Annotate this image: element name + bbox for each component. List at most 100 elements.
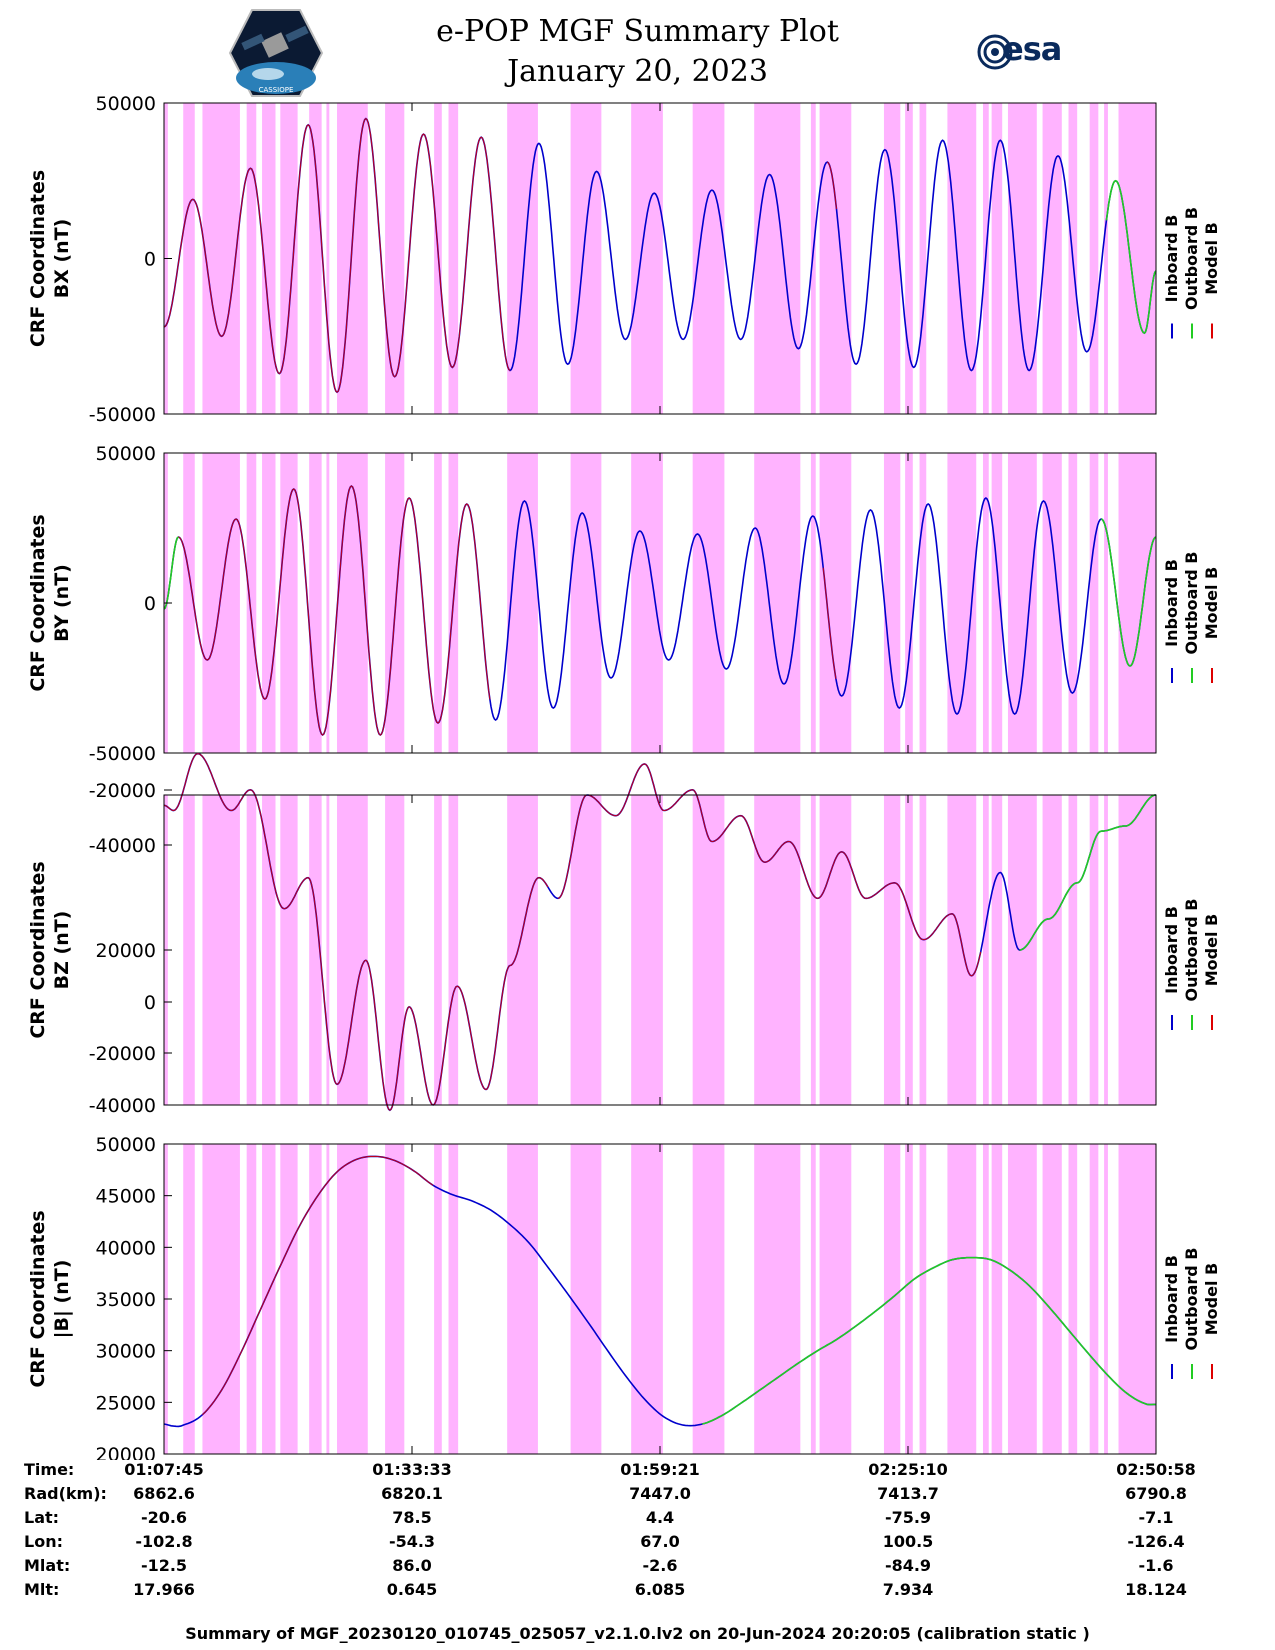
ephemeris-value: 02:50:58 — [1116, 1460, 1196, 1479]
shaded-interval-4-30 — [1104, 1144, 1108, 1454]
shaded-interval-4-6 — [280, 1144, 298, 1454]
footer-caption: Summary of MGF_20230120_010745_025057_v2… — [185, 1624, 1090, 1643]
shaded-interval-2-15 — [631, 453, 663, 753]
y-tick-label-4-4: 35000 — [96, 1289, 156, 1311]
shaded-interval-3-3 — [202, 795, 240, 1105]
shaded-interval-2-21 — [905, 453, 913, 753]
y-axis-unit-label-2: BY (nT) — [51, 564, 73, 642]
shaded-interval-4-9 — [337, 1144, 368, 1454]
shaded-interval-4-25 — [991, 1144, 1003, 1454]
shaded-interval-2-22 — [919, 453, 927, 753]
shaded-interval-2-4 — [246, 453, 257, 753]
ephemeris-value: 6862.6 — [133, 1484, 195, 1503]
legend-label-4-3: Model B — [1202, 1263, 1221, 1335]
shaded-interval-4-5 — [262, 1144, 276, 1454]
shaded-interval-4-26 — [1007, 1144, 1037, 1454]
shaded-interval-2-19 — [819, 453, 852, 753]
ephemeris-row-label: Time: — [24, 1460, 75, 1479]
y-tick-label-2-1: -50000 — [89, 743, 156, 765]
shaded-interval-2-7 — [309, 453, 322, 753]
shaded-interval-3-19 — [819, 795, 852, 1105]
ephemeris-value: -1.6 — [1138, 1556, 1174, 1575]
ephemeris-row: Mlat: -12.5 86.0 -2.6 -84.9 -1.6 — [0, 1556, 1275, 1580]
plot-date: January 20, 2023 — [507, 54, 768, 89]
shaded-interval-4-23 — [947, 1144, 977, 1454]
esa-logo — [977, 34, 1013, 70]
y-axis-unit-label-3: BZ (nT) — [51, 911, 73, 990]
ephemeris-value: -12.5 — [140, 1556, 188, 1575]
shaded-interval-2-18 — [810, 453, 816, 753]
shaded-interval-1-4 — [246, 103, 257, 414]
shaded-interval-2-16 — [692, 453, 725, 753]
shaded-interval-4-21 — [905, 1144, 913, 1454]
legend-label-3-2: Outboard B — [1182, 899, 1201, 1002]
shaded-interval-3-6 — [280, 795, 298, 1105]
ephemeris-value: 67.0 — [640, 1532, 680, 1551]
shaded-interval-4-29 — [1089, 1144, 1099, 1454]
ephemeris-value: 01:07:45 — [124, 1460, 204, 1479]
model-b-series-3-1 — [163, 753, 549, 1111]
shaded-interval-3-15 — [631, 795, 663, 1105]
shaded-interval-2-10 — [385, 453, 405, 753]
shaded-interval-1-13 — [507, 103, 538, 414]
ephemeris-value: 7.934 — [882, 1580, 934, 1599]
y-tick-label-1-1: -50000 — [89, 404, 156, 426]
shaded-interval-1-20 — [883, 103, 901, 414]
shaded-interval-2-25 — [991, 453, 1003, 753]
shaded-interval-2-3 — [202, 453, 240, 753]
legend-label-3-1: Inboard B — [1162, 906, 1181, 994]
shaded-interval-2-28 — [1068, 453, 1078, 753]
shaded-interval-2-11 — [434, 453, 442, 753]
shaded-interval-4-11 — [434, 1144, 442, 1454]
shaded-interval-1-22 — [919, 103, 927, 414]
ephemeris-value: -54.3 — [388, 1532, 436, 1551]
shaded-interval-4-18 — [810, 1144, 816, 1454]
shaded-interval-4-16 — [692, 1144, 725, 1454]
shaded-interval-3-9 — [337, 795, 368, 1105]
shaded-interval-4-31 — [1118, 1144, 1156, 1454]
shaded-interval-1-30 — [1104, 103, 1108, 414]
shaded-interval-1-17 — [754, 103, 801, 414]
shaded-interval-4-2 — [183, 1144, 195, 1454]
ephemeris-value: 4.4 — [645, 1508, 675, 1527]
shaded-interval-2-24 — [982, 453, 989, 753]
ephemeris-value: -126.4 — [1127, 1532, 1185, 1551]
legend-label-1-2: Outboard B — [1182, 207, 1201, 310]
shaded-interval-2-5 — [262, 453, 276, 753]
shaded-interval-1-5 — [262, 103, 276, 414]
legend-label-3-3: Model B — [1202, 914, 1221, 986]
shaded-interval-3-25 — [991, 795, 1003, 1105]
outboard-b-series-1-1 — [1105, 179, 1157, 335]
y-tick-label-4-1: 20000 — [96, 1444, 156, 1460]
shaded-interval-3-5 — [262, 795, 276, 1105]
shaded-interval-1-23 — [947, 103, 977, 414]
shaded-interval-4-13 — [507, 1144, 538, 1454]
y-axis-label-4: CRF Coordinates — [27, 1210, 49, 1387]
shaded-interval-3-30 — [1104, 795, 1108, 1105]
shaded-interval-1-10 — [385, 103, 405, 414]
legend-label-2-3: Model B — [1202, 567, 1221, 639]
shaded-interval-2-27 — [1042, 453, 1062, 753]
model-b-series-3-3 — [894, 882, 982, 977]
shaded-interval-3-7 — [309, 795, 322, 1105]
y-tick-label-2-2: 0 — [144, 593, 156, 615]
outboard-b-series-3-1 — [1019, 794, 1157, 951]
shaded-interval-1-27 — [1042, 103, 1062, 414]
y-tick-label-3-4: 0 — [144, 992, 156, 1014]
y-axis-label-2: CRF Coordinates — [27, 514, 49, 691]
shaded-interval-2-8 — [326, 453, 330, 753]
shaded-interval-3-24 — [982, 795, 989, 1105]
shaded-interval-4-19 — [819, 1144, 852, 1454]
y-tick-label-3-6: -40000 — [89, 1095, 156, 1117]
ephemeris-value: 17.966 — [133, 1580, 195, 1599]
ephemeris-value: 6820.1 — [381, 1484, 443, 1503]
ephemeris-value: 0.645 — [386, 1580, 438, 1599]
ephemeris-row-label: Lat: — [24, 1508, 60, 1527]
shaded-interval-3-13 — [507, 795, 538, 1105]
legend-label-4-2: Outboard B — [1182, 1248, 1201, 1351]
shaded-interval-1-26 — [1007, 103, 1037, 414]
model-b-series-2-1 — [163, 485, 491, 736]
ephemeris-row: Mlt: 17.966 0.645 6.085 7.934 18.124 — [0, 1580, 1275, 1604]
shaded-interval-4-7 — [309, 1144, 322, 1454]
shaded-interval-2-14 — [570, 453, 602, 753]
